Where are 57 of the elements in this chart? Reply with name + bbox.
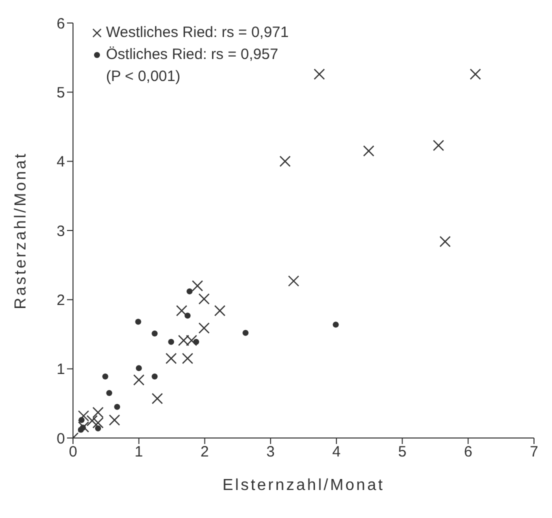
point xyxy=(198,293,210,305)
point xyxy=(176,305,188,316)
point xyxy=(242,330,249,336)
point xyxy=(133,374,144,386)
point xyxy=(152,392,163,404)
point xyxy=(78,410,90,422)
point xyxy=(363,145,374,157)
point xyxy=(182,352,194,364)
point xyxy=(193,338,200,345)
point xyxy=(106,390,112,396)
point xyxy=(78,421,90,433)
point xyxy=(102,373,108,380)
point xyxy=(114,404,120,410)
point xyxy=(92,406,104,418)
y-tick-label: 5 xyxy=(56,84,65,102)
point xyxy=(152,373,158,380)
x-tick-label: 3 xyxy=(266,444,275,461)
point xyxy=(184,312,191,319)
x-axis-title: Elsternzahl/Monat xyxy=(222,477,385,494)
point xyxy=(168,338,174,345)
y-tick-label: 1 xyxy=(56,361,65,378)
x-tick-label: 2 xyxy=(200,444,209,461)
point xyxy=(152,330,158,337)
annotation: (P < 0,001) xyxy=(105,67,182,87)
point xyxy=(288,275,300,287)
point xyxy=(166,352,177,364)
x-tick-label: 4 xyxy=(332,444,341,461)
point xyxy=(198,322,210,334)
y-axis-title: Rasterzahl/Monat xyxy=(12,152,30,310)
point xyxy=(470,68,481,80)
y-tick-label: 2 xyxy=(56,292,65,309)
point xyxy=(332,322,339,328)
point xyxy=(432,140,444,152)
legend-label: Westliches Ried: rs = 0,971 xyxy=(106,23,289,43)
y-tick-label: 6 xyxy=(56,15,65,32)
x-tick-label: 6 xyxy=(464,444,472,461)
point xyxy=(86,415,98,426)
x-tick-label: 5 xyxy=(398,444,406,461)
point xyxy=(314,68,325,80)
point xyxy=(214,305,226,316)
x-tick-label: 0 xyxy=(68,444,78,461)
legend-label: Östliches Ried: rs = 0,957 xyxy=(106,45,278,65)
point xyxy=(439,236,451,248)
y-tick-label: 0 xyxy=(56,430,65,448)
point xyxy=(279,156,291,167)
x-tick-label: 7 xyxy=(530,444,538,461)
y-tick-label: 4 xyxy=(56,154,65,171)
point xyxy=(136,365,142,372)
point xyxy=(78,417,85,424)
point xyxy=(95,425,102,432)
point xyxy=(192,280,204,292)
x-tick-label: 1 xyxy=(134,444,144,461)
y-tick-label: 3 xyxy=(56,222,65,240)
point xyxy=(135,318,142,325)
point xyxy=(186,288,193,294)
point xyxy=(108,414,120,426)
point xyxy=(92,417,104,428)
